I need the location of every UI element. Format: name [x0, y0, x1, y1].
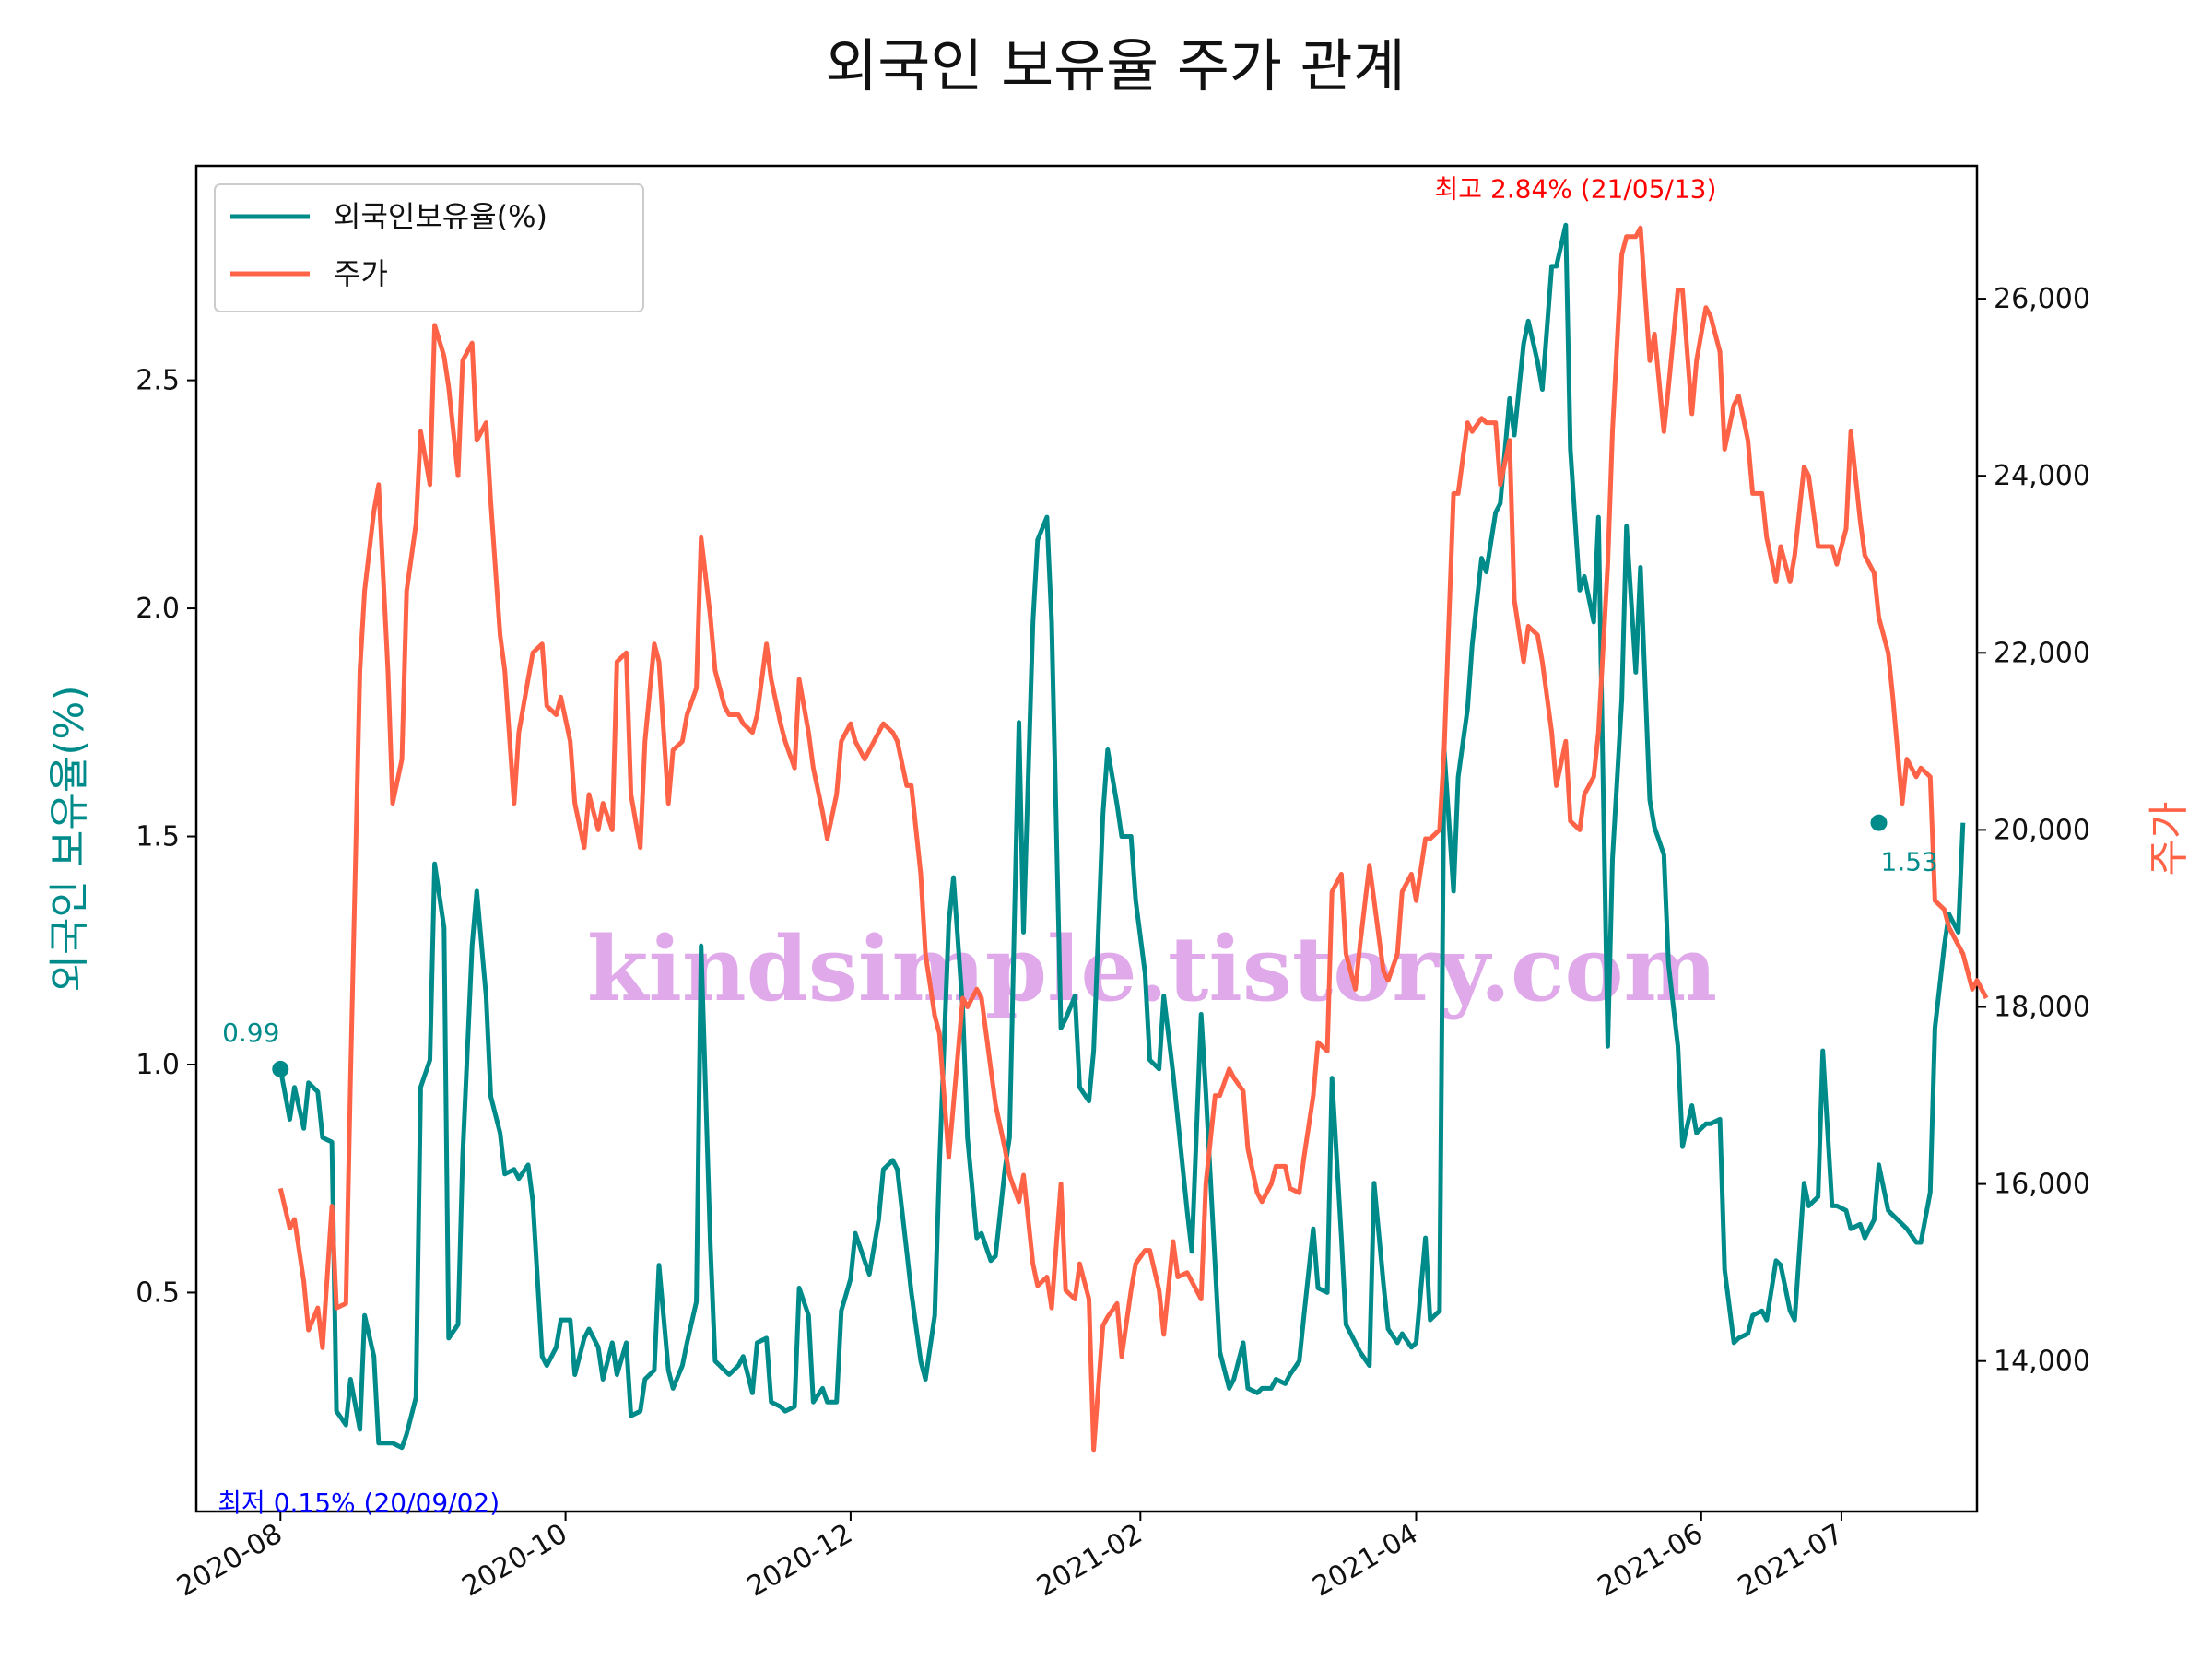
- y-left-tick-label: 0.5: [135, 1277, 180, 1309]
- y-right-tick-label: 14,000: [1994, 1346, 2090, 1378]
- x-tick-label: 2021-07: [1733, 1518, 1849, 1604]
- x-tick-label: 2021-02: [1031, 1518, 1147, 1604]
- y-right-tick-label: 26,000: [1994, 283, 2090, 315]
- x-tick-label: 2020-08: [171, 1518, 288, 1604]
- y-left-tick-label: 2.5: [135, 365, 180, 397]
- y-axis-left: 0.5 1.0 1.5 2.0 2.5: [135, 365, 196, 1309]
- legend: 외국인보유율(%) 주가: [214, 183, 644, 312]
- y-left-tick-label: 1.5: [135, 821, 180, 853]
- y-axis-right: 14,000 16,000 18,000 20,000 22,000 24,000 26,0…: [1977, 283, 2090, 1378]
- x-tick-label: 2021-06: [1593, 1518, 1709, 1604]
- x-tick-label: 2020-10: [457, 1518, 573, 1604]
- plot-frame: [194, 164, 1979, 1513]
- x-tick-label: 2020-12: [742, 1518, 858, 1604]
- min-annotation: 최저 0.15% (20/09/02): [218, 1488, 500, 1518]
- watermark-text: kindsimple.tistory.com: [587, 917, 1717, 1021]
- min-annotation-value: 0.15% (20/09/02): [274, 1488, 500, 1518]
- end-point-marker: [1870, 814, 1888, 831]
- y-axis-right-label: 주가: [2146, 802, 2193, 877]
- y-left-tick-label: 2.0: [135, 593, 180, 625]
- chart-title: 외국인 보유율 주가 관계: [825, 32, 1406, 100]
- y-right-tick-label: 22,000: [1994, 637, 2090, 669]
- y-right-tick-label: 20,000: [1994, 814, 2090, 846]
- y-right-tick-label: 16,000: [1994, 1169, 2090, 1201]
- legend-box: [214, 183, 644, 312]
- y-right-tick-label: 24,000: [1994, 460, 2090, 492]
- legend-label-ownership: 외국인보유율(%): [334, 199, 547, 234]
- max-annotation-label: 최고: [1435, 173, 1483, 204]
- series-line-price: [277, 225, 1989, 1453]
- y-axis-left-label: 외국인 보유율(%): [46, 685, 93, 992]
- max-annotation: 최고 2.84% (21/05/13): [1435, 173, 1717, 204]
- y-left-tick-label: 1.0: [135, 1049, 180, 1081]
- end-value-label: 1.53: [1881, 847, 1938, 877]
- start-value-label: 0.99: [222, 1018, 279, 1048]
- min-annotation-label: 최저: [218, 1488, 265, 1518]
- x-axis: 2020-08 2020-10 2020-12 2021-02 2021-04 2021-…: [171, 1512, 1849, 1604]
- legend-label-price: 주가: [334, 256, 388, 291]
- y-right-tick-label: 18,000: [1994, 992, 2090, 1024]
- series-line-ownership: [277, 222, 1966, 1451]
- start-point-marker: [272, 1060, 289, 1077]
- x-tick-label: 2021-04: [1307, 1518, 1423, 1604]
- max-annotation-value: 2.84% (21/05/13): [1490, 173, 1716, 204]
